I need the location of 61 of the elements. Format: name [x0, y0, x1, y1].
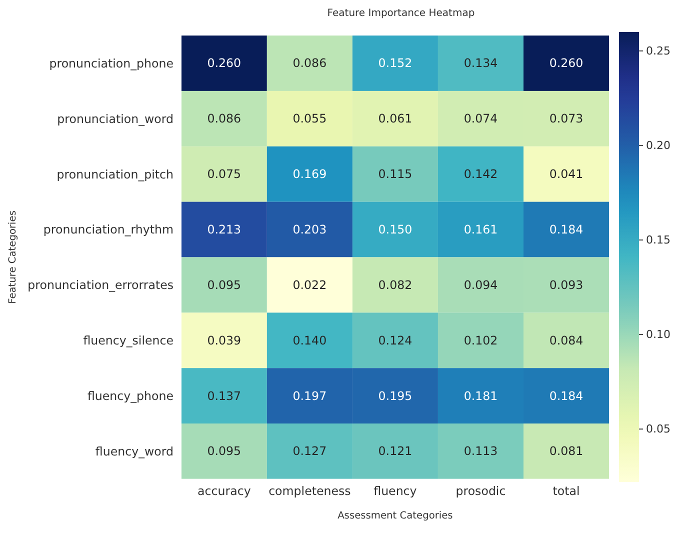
data-label: 0.084: [549, 333, 584, 348]
data-label: 0.142: [464, 167, 498, 182]
data-label: 0.152: [378, 56, 412, 70]
data-label: 0.127: [292, 444, 327, 458]
data-label: 0.121: [378, 444, 412, 458]
chart-title: Feature Importance Heatmap: [326, 8, 476, 19]
data-label: 0.086: [292, 56, 327, 70]
color-bar-label: 0.05: [646, 422, 670, 436]
x-tick-label: prosodic: [456, 484, 506, 498]
data-label: 0.195: [378, 388, 412, 403]
data-label: 0.137: [207, 388, 242, 403]
y-tick-label: fluency_word: [95, 444, 174, 458]
data-label: 0.086: [207, 112, 242, 126]
data-label: 0.082: [378, 278, 412, 292]
data-label: 0.124: [378, 333, 412, 348]
data-label: 0.093: [549, 278, 584, 292]
y-tick-label: pronunciation_word: [57, 112, 174, 126]
x-tick-label: completeness: [268, 484, 351, 498]
y-tick-label: fluency_phone: [87, 388, 174, 403]
data-label: 0.181: [464, 388, 498, 403]
data-label: 0.260: [207, 56, 242, 70]
y-tick-label: pronunciation_errorrates: [28, 278, 174, 292]
color-bar-label: 0.25: [646, 44, 670, 58]
x-tick-label: total: [552, 484, 580, 498]
data-label: 0.203: [292, 222, 327, 237]
data-label: 0.184: [549, 222, 584, 237]
data-label: 0.094: [464, 278, 498, 292]
color-bar-label: 0.20: [646, 138, 670, 152]
data-label: 0.041: [549, 167, 584, 182]
data-label: 0.115: [378, 167, 412, 182]
data-label: 0.095: [207, 444, 242, 458]
data-label: 0.140: [292, 333, 327, 348]
x-axis-title: Assessment Categories: [338, 510, 453, 522]
data-label: 0.113: [464, 444, 498, 458]
data-label: 0.081: [549, 444, 584, 458]
data-label: 0.073: [549, 112, 584, 126]
data-label: 0.134: [464, 56, 498, 70]
data-label: 0.197: [292, 388, 327, 403]
x-tick-label: fluency: [374, 484, 417, 498]
y-tick-label: pronunciation_rhythm: [43, 222, 174, 237]
y-tick-label: fluency_silence: [83, 334, 174, 348]
color-bar-label: 0.10: [646, 328, 670, 342]
data-label: 0.150: [378, 222, 412, 237]
data-label: 0.074: [464, 112, 498, 126]
data-label: 0.161: [464, 222, 498, 237]
data-label: 0.260: [549, 56, 584, 70]
y-axis-title: Feature Categories: [7, 210, 18, 304]
data-label: 0.213: [207, 222, 242, 237]
data-label: 0.075: [207, 167, 242, 182]
data-label: 0.184: [549, 388, 584, 403]
data-label: 0.102: [464, 333, 498, 348]
x-tick-label: accuracy: [198, 484, 251, 498]
data-label: 0.055: [292, 112, 327, 126]
data-label: 0.022: [292, 278, 327, 292]
color-bar-label: 0.15: [646, 233, 670, 246]
data-label: 0.095: [207, 278, 242, 292]
data-label: 0.061: [378, 112, 412, 126]
y-tick-label: pronunciation_pitch: [56, 167, 174, 182]
data-label: 0.169: [292, 167, 327, 182]
data-label: 0.039: [207, 333, 242, 348]
y-tick-label: pronunciation_phone: [49, 56, 174, 70]
